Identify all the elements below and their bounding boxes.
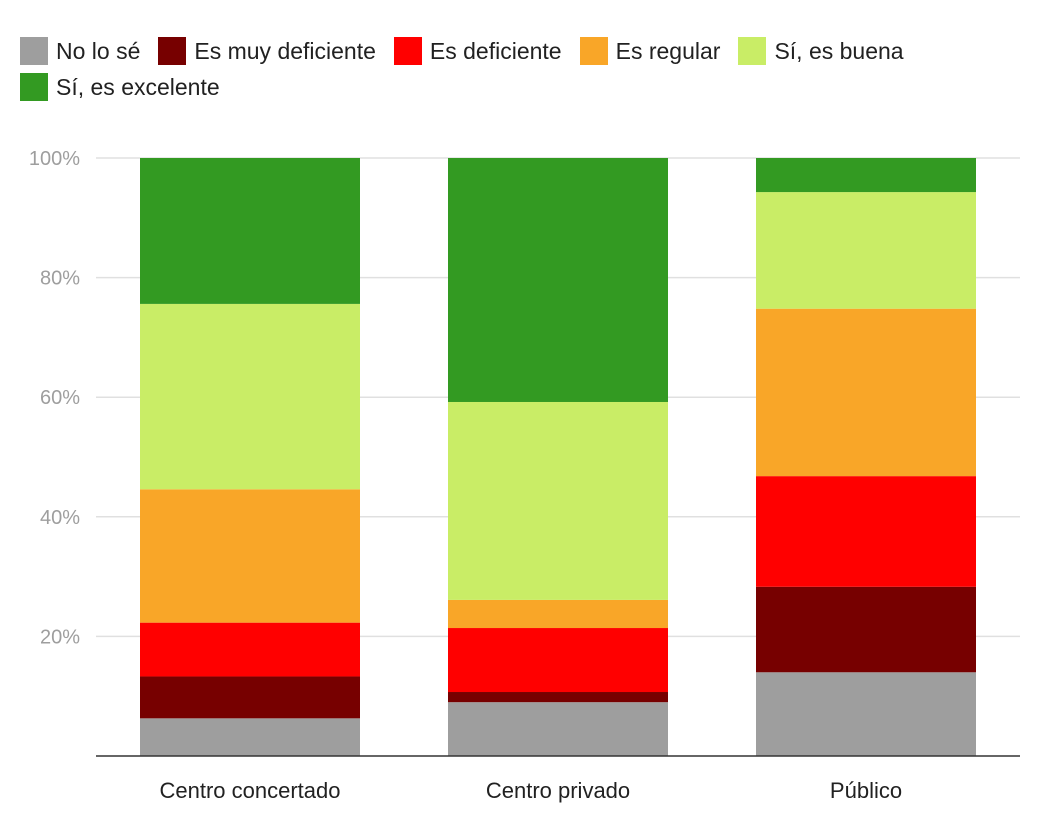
legend-swatch xyxy=(738,37,767,65)
legend-item: Sí, es excelente xyxy=(20,73,220,101)
legend-swatch xyxy=(393,37,422,65)
legend-swatch xyxy=(158,37,187,65)
legend-label: No lo sé xyxy=(56,37,141,64)
x-category-label: Centro concertado xyxy=(160,778,341,803)
legend-item: Sí, es buena xyxy=(738,37,904,65)
bar-segment xyxy=(756,476,976,587)
legend-swatch xyxy=(20,37,48,65)
legend-label: Sí, es buena xyxy=(774,37,904,64)
bar-segment xyxy=(756,672,976,756)
x-category-label: Centro privado xyxy=(486,778,630,803)
legend-label: Sí, es excelente xyxy=(56,73,220,100)
x-category-label: Público xyxy=(830,778,902,803)
y-tick-label: 80% xyxy=(40,268,80,290)
chart-legend: No lo sé Es muy deficiente Es deficiente Es… xyxy=(20,37,1020,101)
y-tick-label: 60% xyxy=(40,387,80,409)
legend-item: Es deficiente xyxy=(393,37,562,65)
y-tick-label: 20% xyxy=(40,626,80,648)
bar-segment xyxy=(140,489,360,623)
bar-segment xyxy=(448,692,668,703)
bar-segment xyxy=(448,599,668,629)
bar-segment xyxy=(140,622,360,677)
y-tick-label: 40% xyxy=(40,507,80,529)
bar-segment xyxy=(756,308,976,477)
bar-segment xyxy=(756,158,976,193)
bar-segment xyxy=(140,303,360,490)
bar-segment xyxy=(448,158,668,402)
y-tick-label: 100% xyxy=(29,148,80,170)
legend-item: No lo sé xyxy=(20,37,141,65)
bar-segment xyxy=(448,628,668,693)
bar-segment xyxy=(756,586,976,673)
legend-swatch xyxy=(579,37,608,65)
legend-item: Es muy deficiente xyxy=(158,37,376,65)
bar-segment xyxy=(140,676,360,719)
bar-segment xyxy=(756,192,976,309)
bar-segment xyxy=(448,401,668,600)
legend-label: Es regular xyxy=(615,37,721,64)
bar-segment xyxy=(140,718,360,756)
bar-segment xyxy=(140,158,360,304)
legend-label: Es muy deficiente xyxy=(194,37,376,64)
bar-segment xyxy=(448,702,668,756)
legend-label: Es deficiente xyxy=(429,37,562,64)
legend-item: Es regular xyxy=(579,37,721,65)
legend-swatch xyxy=(20,73,48,101)
